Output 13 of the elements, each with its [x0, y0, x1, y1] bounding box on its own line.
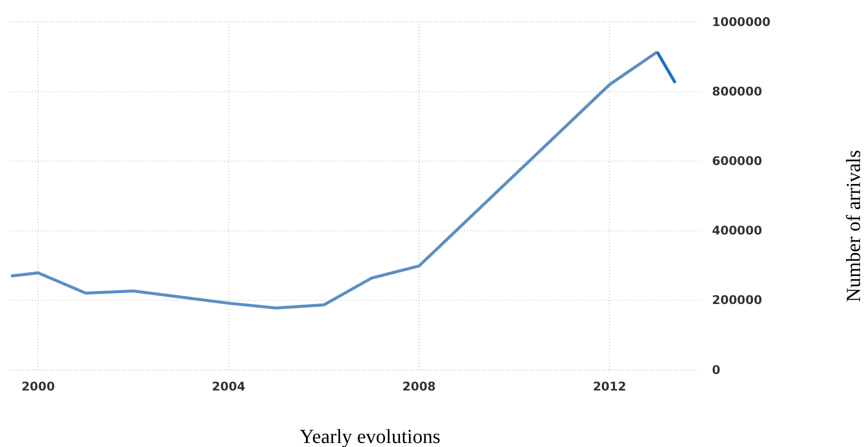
x-tick-label: 2000 [21, 380, 55, 394]
y-tick-label: 800000 [712, 84, 762, 98]
x-tick-label: 2008 [402, 380, 436, 394]
y-tick-label: 0 [712, 362, 720, 377]
x-axis-title: Yearly evolutions [300, 426, 441, 447]
x-tick-label: 2004 [212, 380, 246, 394]
y-tick-label: 600000 [712, 154, 762, 168]
y-tick-label: 1000000 [712, 14, 770, 29]
y-tick-label: 400000 [712, 224, 762, 238]
y-tick-label: 200000 [712, 293, 762, 308]
x-tick-label: 2012 [592, 380, 626, 394]
y-axis-title: Number of arrivals [843, 150, 865, 302]
line-series [10, 50, 659, 310]
